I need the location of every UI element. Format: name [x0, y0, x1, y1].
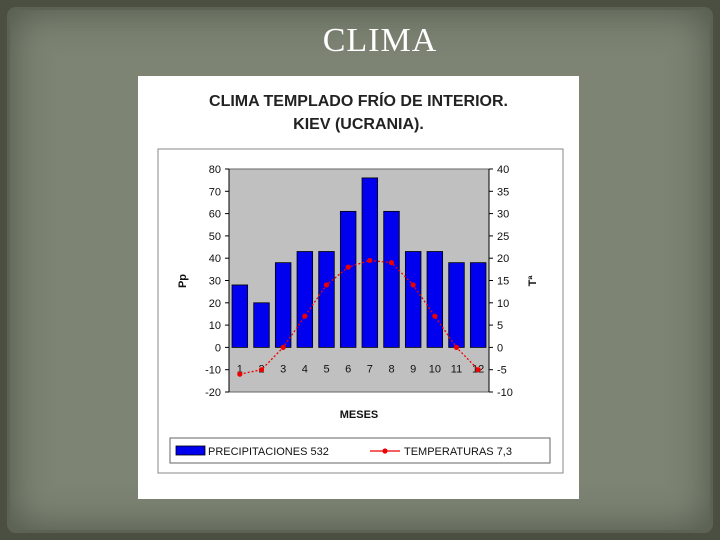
- left-tick-label: 40: [209, 253, 221, 265]
- left-tick-label: 60: [209, 209, 221, 221]
- legend-bar-swatch: [175, 445, 206, 456]
- temperature-point: [258, 367, 265, 373]
- x-tick-label: 1: [237, 363, 243, 375]
- temperature-point: [237, 371, 243, 377]
- legend-temperature-label: TEMPERATURAS 7,3: [404, 446, 512, 458]
- left-tick-label: 0: [215, 342, 221, 354]
- legend-precipitation-label: PRECIPITACIONES 532: [208, 446, 329, 458]
- x-tick-label: 11: [451, 363, 462, 375]
- left-tick-label: 30: [209, 276, 221, 288]
- left-tick-label: 20: [209, 298, 221, 310]
- precipitation-bar: [404, 251, 422, 348]
- right-axis-title: Tª: [527, 275, 539, 287]
- temperature-point: [280, 344, 286, 350]
- left-tick-label: -20: [205, 387, 221, 399]
- temperature-point: [388, 260, 395, 266]
- precipitation-bar: [231, 284, 249, 348]
- right-tick-label: 35: [497, 186, 509, 198]
- right-tick-label: 5: [497, 320, 503, 332]
- right-tick-label: 20: [497, 253, 509, 265]
- right-tick-label: -5: [497, 365, 507, 377]
- right-tick-label: -10: [497, 387, 513, 399]
- plot-area: [228, 168, 490, 393]
- legend-box: [169, 437, 551, 464]
- right-tick-label: 25: [497, 231, 509, 243]
- x-tick-label: 5: [323, 363, 329, 375]
- x-tick-label: 6: [345, 363, 351, 375]
- left-tick-label: 70: [209, 186, 221, 198]
- temperature-point: [453, 344, 460, 350]
- chart-title-line1: CLIMA TEMPLADO FRÍO DE INTERIOR.: [209, 93, 508, 110]
- precipitation-bar: [318, 251, 335, 348]
- chart-title-line2: KIEV (UCRANIA).: [293, 116, 424, 133]
- x-tick-label: 10: [429, 363, 441, 375]
- precipitation-bar: [383, 210, 400, 348]
- chart-figure: CLIMA TEMPLADO FRÍO DE INTERIOR. KIEV (U…: [138, 76, 579, 499]
- precipitation-bar: [274, 262, 292, 348]
- precipitation-bar: [448, 262, 465, 348]
- temperature-point: [367, 257, 373, 264]
- left-tick-label: 80: [209, 164, 221, 176]
- left-axis-title: Pp: [177, 274, 189, 288]
- temperature-point: [410, 282, 416, 288]
- temperature-point: [432, 313, 438, 319]
- left-tick-label: 50: [209, 231, 221, 243]
- slide-title: CLIMA: [322, 22, 438, 59]
- x-tick-label: 4: [302, 363, 308, 375]
- temperature-line: [239, 259, 479, 375]
- x-tick-label: 9: [410, 363, 416, 375]
- right-tick-label: 40: [497, 164, 509, 176]
- legend-line-marker: [382, 448, 388, 454]
- precipitation-bar: [469, 262, 487, 348]
- temperature-point: [323, 282, 330, 288]
- right-tick-label: 15: [497, 276, 509, 288]
- x-tick-label: 7: [367, 363, 373, 375]
- temperature-point: [302, 313, 308, 319]
- precipitation-bar: [296, 251, 314, 348]
- climate-chart: 80706050403020100-10-204035302520151050-…: [157, 148, 564, 474]
- x-tick-label: 8: [388, 363, 394, 375]
- temperature-point: [345, 264, 351, 270]
- precipitation-bar: [426, 251, 444, 348]
- x-axis-title: MESES: [340, 409, 379, 421]
- left-tick-label: 10: [209, 320, 221, 332]
- precipitation-bar: [339, 210, 357, 348]
- right-tick-label: 0: [497, 342, 503, 354]
- right-tick-label: 10: [497, 298, 509, 310]
- right-tick-label: 30: [497, 209, 509, 221]
- temperature-point: [475, 367, 481, 373]
- left-tick-label: -10: [205, 365, 221, 377]
- precipitation-bar: [253, 302, 270, 348]
- x-tick-label: 3: [280, 363, 286, 375]
